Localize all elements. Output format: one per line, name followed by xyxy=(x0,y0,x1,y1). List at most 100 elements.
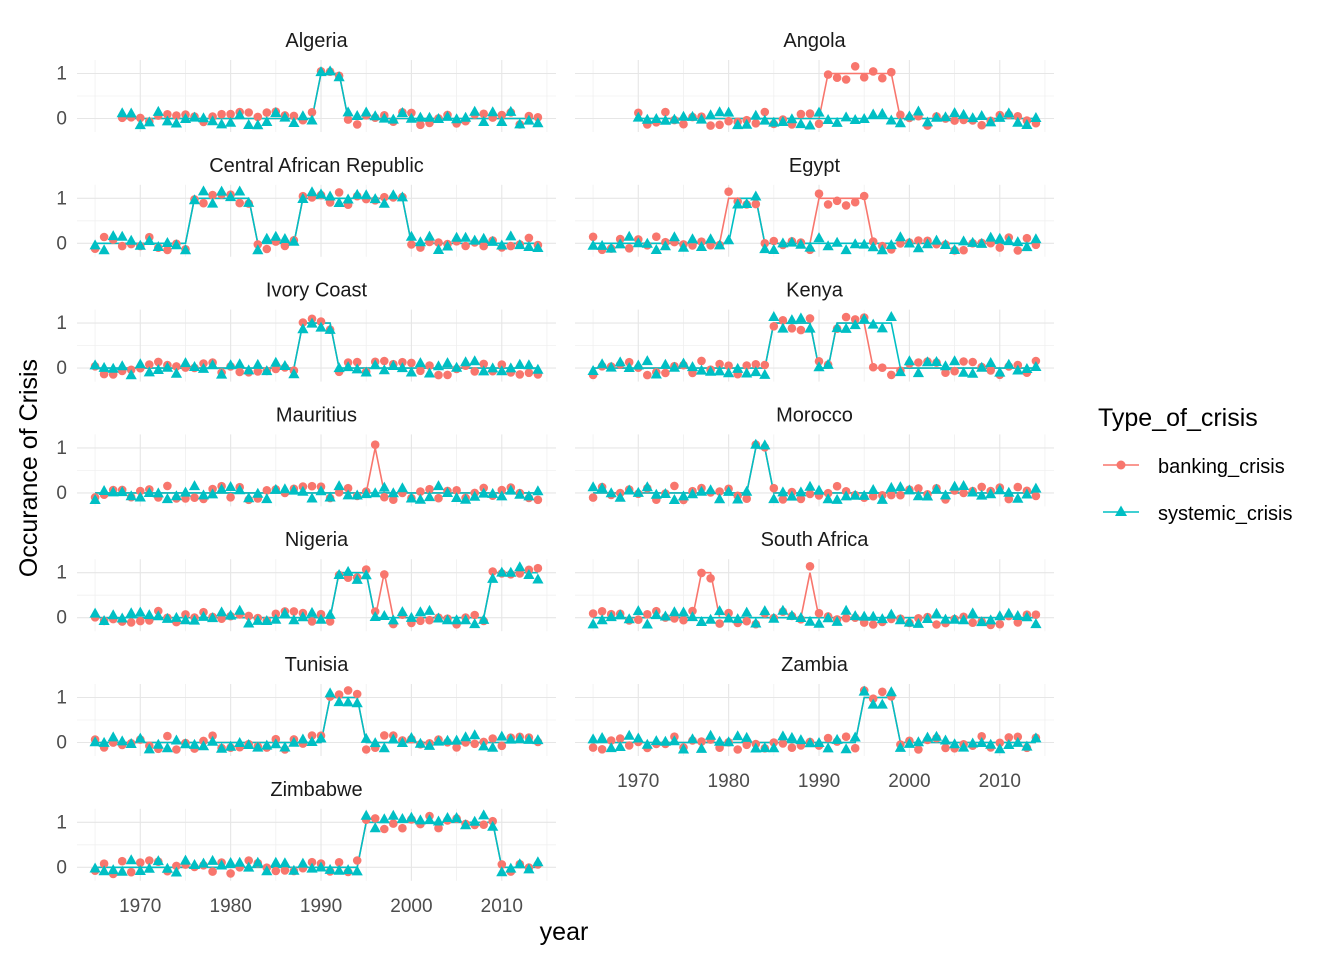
systemic-crisis-point xyxy=(532,242,544,252)
systemic-crisis-point xyxy=(714,365,726,376)
systemic-crisis-point xyxy=(197,489,210,500)
systemic-crisis-point xyxy=(478,613,490,624)
systemic-crisis-point xyxy=(668,735,680,746)
systemic-crisis-point xyxy=(921,490,934,501)
systemic-crisis-point xyxy=(378,610,390,620)
banking-crisis-point xyxy=(606,736,616,745)
banking-crisis-point xyxy=(959,488,968,498)
systemic-crisis-point xyxy=(315,613,327,624)
systemic-crisis-point xyxy=(858,313,870,324)
systemic-crisis-point xyxy=(858,610,870,621)
systemic-crisis-point xyxy=(478,809,490,820)
systemic-crisis-point xyxy=(134,119,146,130)
systemic-crisis-point xyxy=(1003,607,1015,618)
systemic-crisis-point xyxy=(170,367,182,378)
systemic-crisis-point xyxy=(867,241,879,252)
systemic-crisis-point xyxy=(1012,610,1024,620)
systemic-crisis-point xyxy=(496,239,508,250)
systemic-crisis-point xyxy=(750,190,762,201)
banking-crisis-point xyxy=(262,244,272,254)
banking-crisis-point xyxy=(624,741,634,750)
systemic-crisis-point xyxy=(605,242,617,253)
systemic-crisis-point xyxy=(750,109,762,120)
systemic-crisis-point xyxy=(396,107,408,117)
banking-crisis-point xyxy=(99,369,109,379)
systemic-crisis-point xyxy=(985,488,997,499)
systemic-crisis-point xyxy=(197,740,210,751)
banking-crisis-point xyxy=(832,481,842,491)
banking-crisis-point xyxy=(914,236,923,245)
banking-crisis-point xyxy=(652,232,661,241)
banking-crisis-point xyxy=(742,494,751,504)
banking-crisis-point xyxy=(760,360,770,370)
systemic-crisis-point xyxy=(686,361,699,372)
banking-crisis-point xyxy=(742,740,751,750)
systemic-crisis-point xyxy=(605,361,617,372)
banking-crisis-point xyxy=(715,359,724,369)
systemic-crisis-point xyxy=(532,485,544,496)
banking-crisis-point xyxy=(136,113,145,123)
systemic-crisis-point xyxy=(496,490,508,501)
systemic-crisis-point xyxy=(89,862,101,873)
banking-crisis-point xyxy=(515,370,525,379)
systemic-crisis-point xyxy=(804,615,816,626)
systemic-crisis-point xyxy=(514,561,526,572)
systemic-crisis-point xyxy=(813,617,825,628)
systemic-crisis-point xyxy=(1021,740,1033,751)
systemic-crisis-point xyxy=(188,194,201,205)
banking-crisis-point xyxy=(479,109,489,119)
systemic-crisis-point xyxy=(677,357,690,368)
banking-crisis-point xyxy=(995,243,1005,252)
systemic-crisis-point xyxy=(414,111,426,122)
systemic-crisis-point xyxy=(188,111,201,122)
banking-crisis-point xyxy=(145,360,154,369)
systemic-crisis-point xyxy=(505,566,517,577)
systemic-crisis-point xyxy=(216,483,228,494)
systemic-crisis-point xyxy=(939,734,952,745)
systemic-crisis-point xyxy=(116,230,128,241)
panel-title-tunisia: Tunisia xyxy=(285,654,350,676)
systemic-crisis-point xyxy=(342,565,354,576)
systemic-crisis-point xyxy=(750,366,762,377)
systemic-crisis-point xyxy=(306,186,318,197)
systemic-crisis-point xyxy=(777,730,789,741)
systemic-crisis-point xyxy=(396,362,408,373)
systemic-crisis-point xyxy=(632,605,644,616)
banking-crisis-point xyxy=(172,362,181,371)
systemic-crisis-point xyxy=(605,742,617,753)
systemic-crisis-point xyxy=(351,865,363,876)
banking-crisis-point xyxy=(307,481,317,491)
systemic-crisis-point xyxy=(523,569,535,579)
systemic-crisis-point xyxy=(1030,233,1042,244)
systemic-crisis-point xyxy=(387,487,399,498)
systemic-crisis-point xyxy=(360,569,372,580)
systemic-crisis-point xyxy=(460,819,472,830)
panel-algeria: Algeria 0 1 xyxy=(56,30,556,132)
banking-crisis-point xyxy=(524,233,534,243)
systemic-crisis-point xyxy=(107,362,119,373)
banking-crisis-point xyxy=(995,619,1005,629)
legend-title: Type_of_crisis xyxy=(1098,404,1258,432)
systemic-crisis-point xyxy=(930,483,943,494)
panel-title-angola: Angola xyxy=(783,30,846,52)
systemic-crisis-point xyxy=(216,118,228,129)
banking-crisis-point xyxy=(670,481,679,491)
systemic-crisis-point xyxy=(216,859,228,870)
banking-crisis-point xyxy=(841,201,851,210)
banking-crisis-point xyxy=(1031,491,1041,501)
systemic-crisis-point xyxy=(98,615,110,625)
banking-crisis-point xyxy=(452,743,461,752)
banking-crisis-point xyxy=(343,115,353,124)
systemic-crisis-point xyxy=(867,484,879,494)
systemic-crisis-point xyxy=(270,230,282,241)
systemic-crisis-point xyxy=(378,813,390,824)
systemic-crisis-point xyxy=(795,612,807,622)
banking-crisis-point xyxy=(823,733,833,743)
banking-crisis-point xyxy=(370,440,380,450)
systemic-crisis-point xyxy=(360,106,372,117)
systemic-crisis-point xyxy=(723,106,735,117)
systemic-crisis-point xyxy=(921,238,934,249)
systemic-crisis-point xyxy=(768,493,780,504)
banking-crisis-point xyxy=(343,686,353,695)
systemic-crisis-point xyxy=(261,493,273,504)
